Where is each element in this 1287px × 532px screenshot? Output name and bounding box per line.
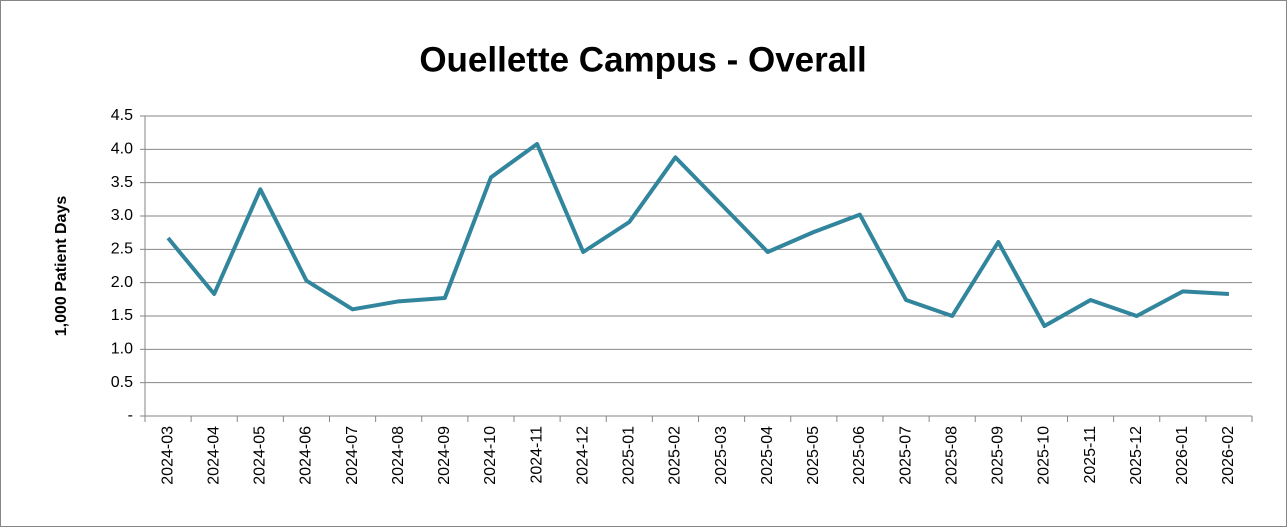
x-tick-label: 2025-04 [759, 426, 776, 485]
x-tick-label: 2024-10 [482, 426, 499, 485]
y-tick-label: 2.0 [111, 274, 133, 291]
x-tick-label: 2026-02 [1220, 426, 1237, 485]
x-tick-label: 2025-09 [990, 426, 1007, 485]
x-tick-label: 2024-07 [344, 426, 361, 485]
x-tick-label: 2024-04 [205, 426, 222, 485]
x-tick-label: 2024-06 [298, 426, 315, 485]
x-tick-label: 2026-01 [1174, 426, 1191, 485]
x-tick-label: 2025-01 [621, 426, 638, 485]
x-tick-label: 2025-05 [805, 426, 822, 485]
x-tick-label: 2025-06 [851, 426, 868, 485]
x-tick-label: 2025-07 [897, 426, 914, 485]
x-tick-label: 2025-10 [1036, 426, 1053, 485]
y-tick-label: 1.5 [111, 307, 133, 324]
x-tick-label: 2025-02 [667, 426, 684, 485]
x-tick-label: 2024-09 [436, 426, 453, 485]
y-tick-label: 1.0 [111, 341, 133, 358]
y-tick-label: - [128, 407, 133, 424]
y-axis-label: 1,000 Patient Days [53, 196, 70, 337]
y-tick-label: 0.5 [111, 374, 133, 391]
chart-title: Ouellette Campus - Overall [419, 40, 866, 79]
x-tick-label: 2024-03 [159, 426, 176, 485]
x-tick-label: 2024-11 [528, 426, 545, 484]
x-tick-label: 2024-05 [252, 426, 269, 485]
x-tick-label: 2024-08 [390, 426, 407, 485]
y-tick-label: 3.5 [111, 174, 133, 191]
x-tick-label: 2025-12 [1128, 426, 1145, 485]
y-tick-label: 4.0 [111, 141, 133, 158]
y-tick-label: 2.5 [111, 241, 133, 258]
x-tick-label: 2024-12 [574, 426, 591, 485]
x-tick-label: 2025-08 [943, 426, 960, 485]
x-tick-label: 2025-03 [713, 426, 730, 485]
line-series [166, 142, 1230, 328]
y-tick-label: 4.5 [111, 107, 133, 124]
y-tick-label: 3.0 [111, 207, 133, 224]
x-tick-label: 2025-11 [1082, 426, 1099, 484]
